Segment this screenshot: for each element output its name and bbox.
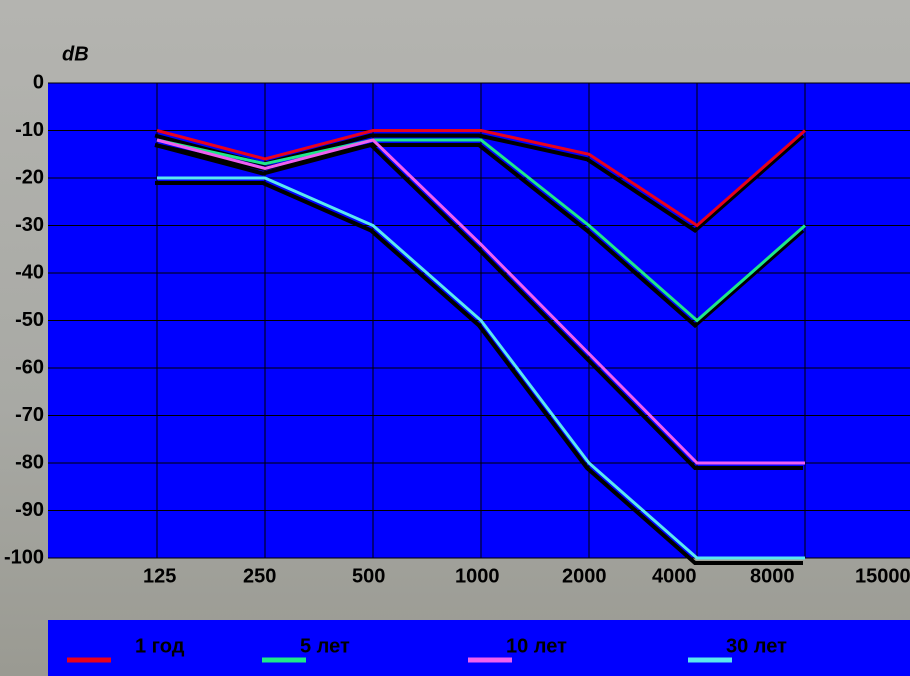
- y-tick-label: -60: [15, 356, 44, 378]
- series-line: [156, 138, 806, 323]
- y-tick-label: -70: [15, 404, 44, 426]
- x-tick-label: 15000: [855, 565, 910, 587]
- x-tick-label: 500: [352, 565, 385, 587]
- x-tick-label: 2000: [562, 565, 607, 587]
- x-tick-label: 8000: [750, 565, 795, 587]
- legend-label: 5 лет: [300, 635, 350, 657]
- series-line: [156, 138, 805, 465]
- legend-box: [48, 620, 910, 676]
- y-axis-label: dB: [62, 43, 89, 65]
- x-tick-label: 1000: [455, 565, 500, 587]
- y-tick-label: -10: [15, 119, 44, 141]
- series-line: [156, 129, 806, 228]
- y-tick-label: -40: [15, 261, 44, 283]
- legend-label: 30 лет: [726, 635, 787, 657]
- y-tick-label: -30: [15, 214, 44, 236]
- legend-label: 1 год: [135, 635, 185, 657]
- y-tick-label: -90: [15, 499, 44, 521]
- x-tick-label: 4000: [652, 565, 697, 587]
- y-tick-label: -20: [15, 166, 44, 188]
- series-line: [157, 176, 805, 560]
- line-shadow: [155, 181, 803, 565]
- y-tick-label: 0: [33, 71, 44, 93]
- line-shadow: [154, 142, 803, 470]
- legend-label: 10 лет: [506, 635, 567, 657]
- x-tick-label: 250: [243, 565, 276, 587]
- y-tick-label: -100: [4, 546, 44, 568]
- x-tick-label: 125: [143, 565, 176, 587]
- y-tick-label: -80: [15, 451, 44, 473]
- y-tick-label: -50: [15, 309, 44, 331]
